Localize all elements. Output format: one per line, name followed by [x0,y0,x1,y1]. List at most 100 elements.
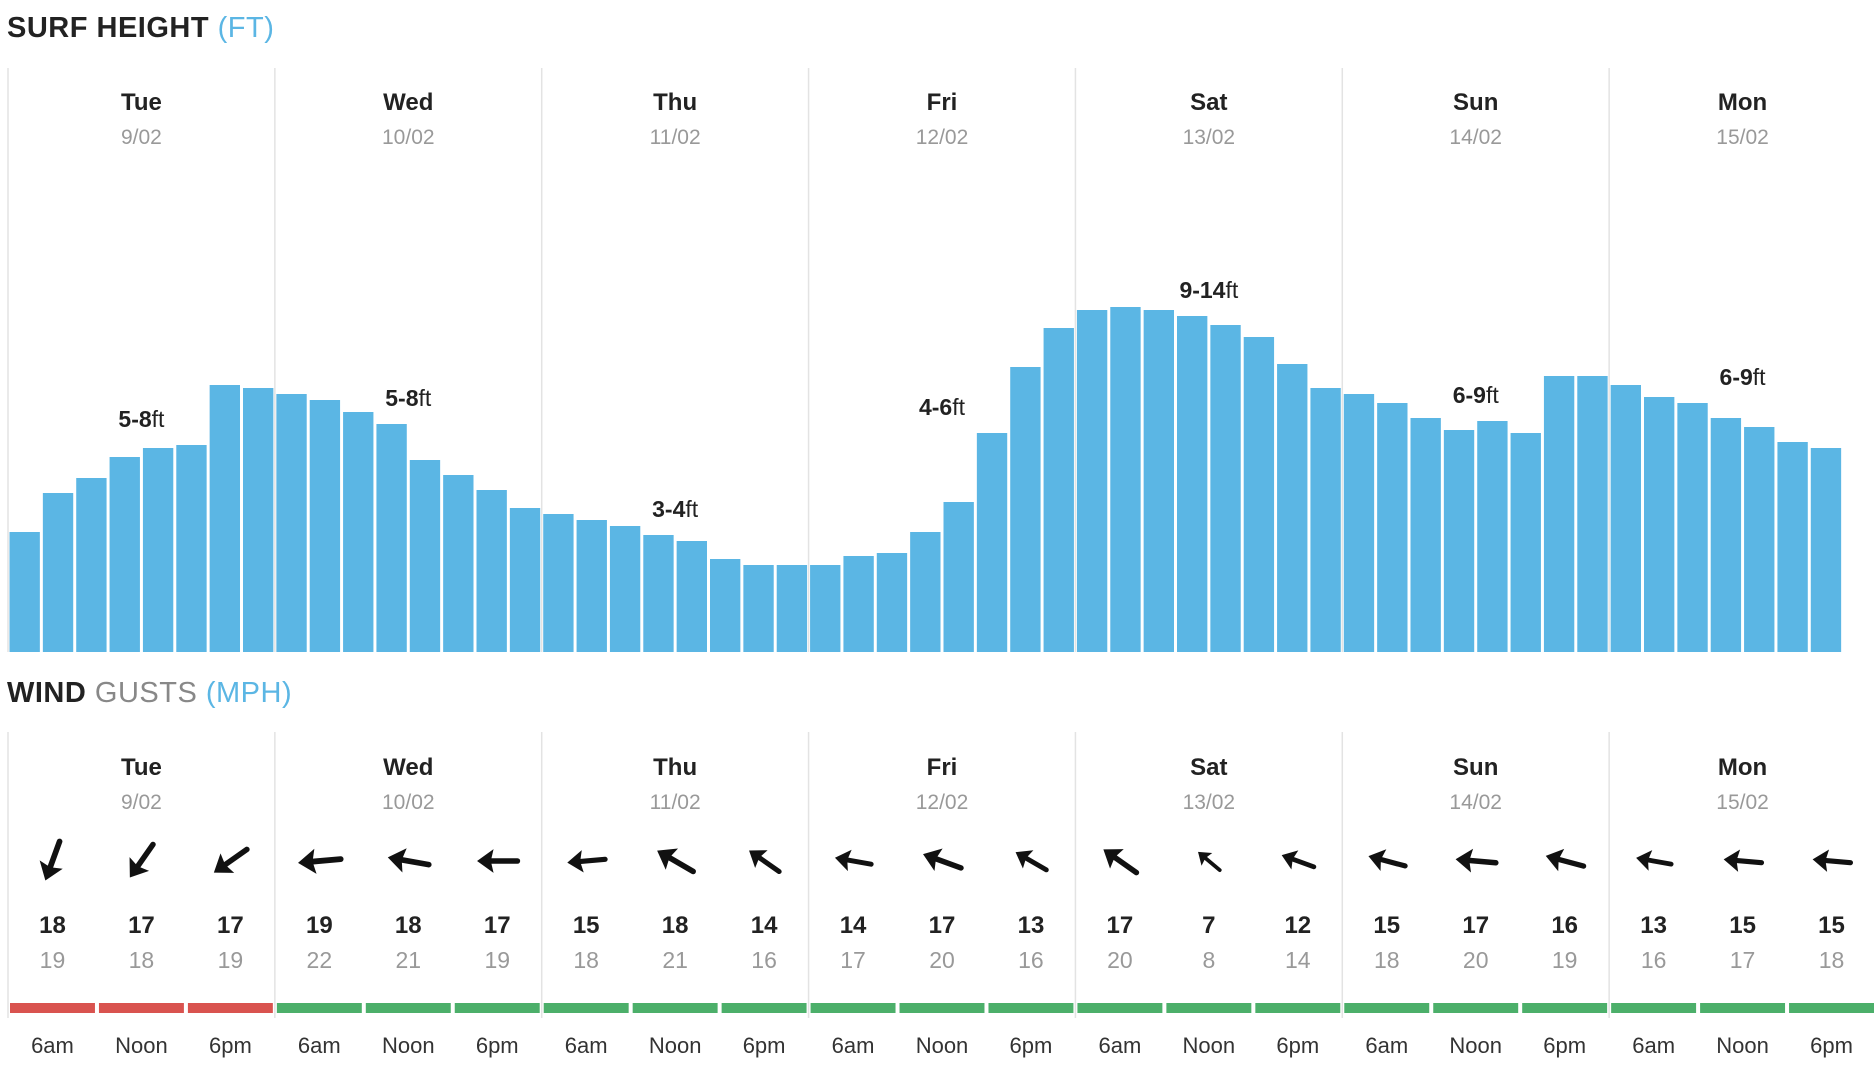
wind-speed: 14 [840,912,867,939]
wind-speed: 17 [484,912,511,939]
wind-arrow-icon [39,838,63,881]
wind-arrow-icon [567,850,608,873]
wind-rating-bar [1611,1003,1697,1013]
surf-bar [243,388,274,652]
surf-bar [943,502,974,652]
surf-bar [76,478,107,652]
wind-day-name: Sun [1453,754,1498,781]
surf-range-unit: ft [1486,382,1499,408]
surf-bar [176,445,207,652]
surf-bar [1744,427,1775,652]
wind-gust: 22 [307,947,333,973]
wind-arrow-icon [1455,848,1499,873]
wind-day-date: 10/02 [382,791,435,814]
surf-range-unit: ft [1753,364,1766,390]
wind-speed: 17 [217,912,244,939]
surf-bar [576,520,607,652]
wind-speed: 19 [306,912,333,939]
surf-bar [309,400,341,652]
wind-gust: 19 [484,947,510,973]
wind-gust: 18 [1374,947,1400,973]
surf-bar [409,460,441,652]
surf-bars [9,307,1842,652]
wind-speed: 17 [128,912,155,939]
wind-time-label: 6am [1365,1033,1408,1058]
wind-time-label: 6am [31,1033,74,1058]
wind-time-label: 6pm [209,1033,252,1058]
surf-bar [976,433,1008,652]
surf-bar [142,448,174,652]
surf-bar [609,526,641,652]
surf-range-label: 6-9ft [1720,364,1767,390]
surf-bar [643,535,674,652]
surf-bar [1243,337,1275,652]
wind-day-name: Thu [653,754,697,781]
wind-rating-bar [1433,1003,1519,1013]
surf-heading-unit: (FT) [217,12,275,44]
surf-bar [676,541,707,652]
wind-arrow-icon [387,848,432,873]
surf-bar [1143,310,1174,652]
surf-bar [1777,442,1808,652]
wind-time-label: 6pm [1810,1033,1853,1058]
surf-bar [42,493,74,652]
surf-range-value: 9-14 [1179,277,1225,303]
wind-day-date: 11/02 [650,791,701,814]
wind-day-name: Fri [927,754,958,781]
surf-day-name: Wed [383,89,433,116]
surf-bar [1477,421,1508,652]
surf-bar [910,532,941,652]
surf-bar [810,565,841,652]
wind-rating-bar [1344,1003,1430,1013]
wind-gust: 16 [751,947,777,973]
surf-heading-title: SURF HEIGHT [7,12,210,44]
wind-gust: 8 [1202,947,1215,973]
wind-gust: 21 [395,947,421,973]
wind-gust: 20 [929,947,955,973]
wind-heading-title: WIND [7,677,87,709]
wind-gusts-heading: WIND GUSTS (MPH) [7,677,292,710]
wind-time-label: Noon [382,1033,435,1058]
surf-range-value: 6-9 [1453,382,1486,408]
surf-bar [1510,433,1541,652]
wind-arrow-icon [1368,849,1408,871]
wind-time-label: 6am [1632,1033,1675,1058]
wind-arrow-icon [923,848,964,871]
wind-speed: 17 [1107,912,1134,939]
wind-day-date: 13/02 [1183,791,1236,814]
wind-time-label: 6am [832,1033,875,1058]
surf-range-label: 5-8ft [118,406,165,432]
surf-bar [743,565,774,652]
surf-range-label: 6-9ft [1453,382,1500,408]
wind-arrow-icon [1723,849,1765,872]
wind-speed: 13 [1018,912,1045,939]
surf-day-date: 11/02 [650,126,701,149]
wind-time-label: Noon [1716,1033,1769,1058]
wind-day-name: Mon [1718,754,1767,781]
surf-day-date: 10/02 [382,126,435,149]
wind-arrow-icon [1812,849,1854,872]
wind-day-date: 9/02 [121,791,162,814]
surf-bar [1310,388,1341,652]
surf-day-date: 14/02 [1449,126,1502,149]
wind-arrow-icon [834,849,874,872]
surf-day-headers: Tue 9/02 Wed 10/02 Thu 11/02 Fri 12/02 Sat 13/02 S… [121,89,1769,149]
surf-bar [1644,397,1675,652]
wind-speed: 13 [1640,912,1667,939]
wind-arrow-icon [129,841,156,878]
wind-time-label: 6pm [1276,1033,1319,1058]
wind-rating-bar [543,1003,629,1013]
wind-rating-bar [632,1003,718,1013]
surf-bar [1410,418,1441,652]
surf-bar [1610,385,1641,652]
wind-arrow-icon [213,846,250,873]
surf-range-unit: ft [952,394,965,420]
wind-rating-bar [98,1003,184,1013]
wind-time-label: 6pm [476,1033,519,1058]
surf-day-name: Sun [1453,89,1498,116]
surf-bar [276,394,307,652]
wind-rating-bar [721,1003,807,1013]
wind-time-label: Noon [649,1033,702,1058]
